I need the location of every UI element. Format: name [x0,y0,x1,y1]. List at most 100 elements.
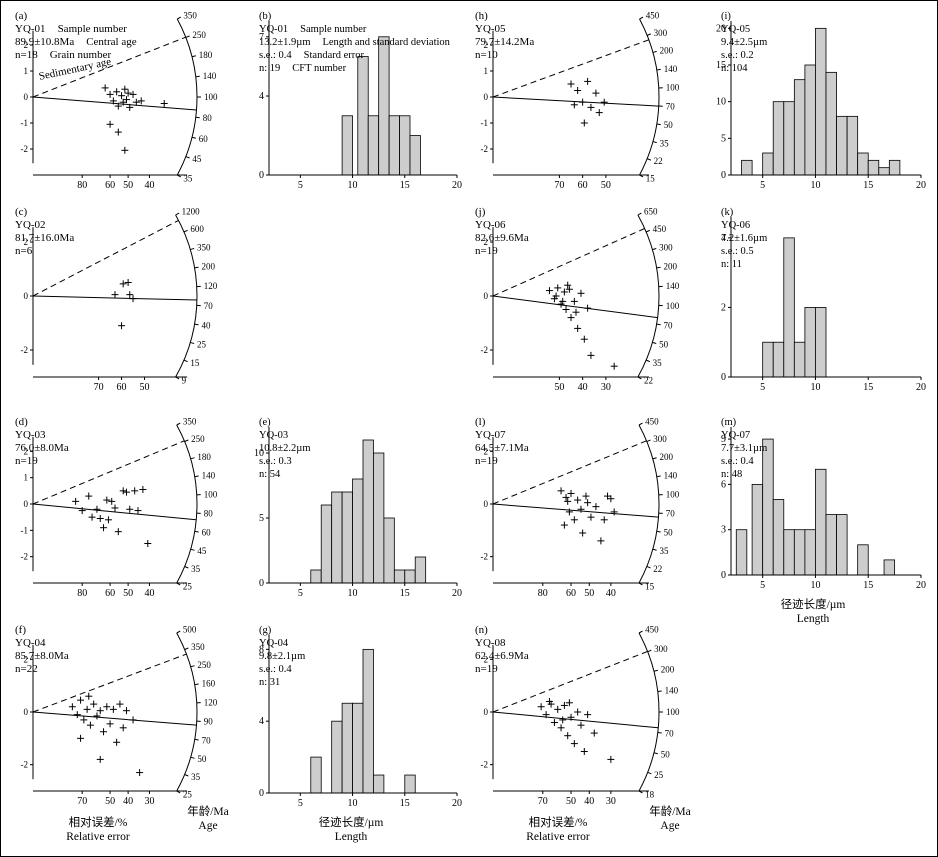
panel-letter: (c) [15,206,28,218]
tick-label: 40 [201,320,211,330]
x-axis-label: 相对误差/% Relative error [483,816,633,844]
cft-number: n: 19 [259,63,281,74]
histogram-bar [815,307,827,378]
tick-label: 35 [660,138,670,148]
tick-label: 40 [123,796,133,807]
tick-label: -2 [481,552,489,562]
data-point [570,297,578,305]
radial-plot-panel-f: (f) YQ-04 85.7±8.0Ma n=22 相对误差/% Relativ… [9,621,239,849]
tick-label: 200 [201,262,215,272]
tick-label: 10 [810,180,820,191]
tick-label: 80 [77,180,87,191]
tick-label: 100 [666,707,680,717]
data-point [129,295,137,303]
histogram-bar [815,27,827,176]
data-point [106,90,114,98]
tick-label: -2 [481,345,489,355]
data-point [565,699,573,707]
data-point [562,493,570,501]
data-point [96,707,104,715]
tick-label: 5 [760,382,765,393]
age-axis-label-en: Age [198,820,218,832]
histogram-bar [762,152,774,176]
central-age-line [492,96,659,107]
data-point [565,285,573,293]
data-point [592,89,600,97]
tick-label: 100 [204,92,218,102]
histogram-bar [388,115,400,176]
standard-error: s.e.: 0.2 [721,50,754,61]
data-point [111,504,119,512]
tick-label: 50 [140,382,150,393]
tick-label: 1 [24,473,29,483]
age-arc [176,18,198,176]
data-point [572,308,580,316]
x-axis-label-zh: 径迹长度/µm [780,599,846,611]
data-point [574,496,582,504]
tick-label: 50 [664,527,674,537]
tick-label: 10 [810,580,820,591]
tick-label: 70 [202,736,212,746]
histogram-bar [867,159,880,176]
panel-letter: (f) [15,624,26,636]
tick-label: 50 [664,120,674,130]
data-point [93,505,101,513]
tick-label: 35 [191,772,201,782]
histogram-bar [762,341,774,378]
tick-label: 50 [566,796,576,807]
grain-number: n=10 [475,49,498,61]
tick-label: 15 [863,382,873,393]
data-point [111,291,119,299]
data-point [567,489,575,497]
tick-label: 2 [484,40,489,50]
tick-label: 1 [484,66,489,76]
tick-label: -2 [481,144,489,154]
radial-plot-panel-j: (j) YQ-06 82.6±9.6Ma n=19 2 0 -2 50 40 30 650 4… [469,203,701,403]
tick-label: 450 [653,224,667,234]
tick-label: 450 [645,417,659,427]
tick-label: 80 [203,113,213,123]
x-axis-label-zh: 径迹长度/µm [318,817,384,829]
sample-id: YQ-01 [259,24,289,35]
central-age: 85.7±8.0Ma [15,650,69,662]
panel-header: (e) YQ-03 10.8±2.2µm s.e.: 0.3 n: 54 [259,416,310,481]
histogram-bar [310,756,322,794]
sample-id: YQ-02 [15,219,46,231]
standard-error: s.e.: 0.4 [259,50,292,61]
data-point [550,719,558,727]
data-point [122,488,130,496]
data-point [554,284,562,292]
tick-label: 140 [666,281,680,291]
data-point [600,98,608,106]
tick-label: -2 [21,345,29,355]
histogram-panel-m: (m) YQ-07 7.7±3.1µm s.e.: 0.4 n: 48 径迹长度… [703,413,931,631]
data-point [607,495,615,503]
mean-length: 10.8±2.2µm [259,443,311,454]
panel-header: (d) YQ-03 76.0±8.0Ma n=19 [15,416,69,468]
tick-label: 50 [123,180,133,191]
tick-label: 40 [578,382,588,393]
data-point [587,513,595,521]
age-arc [638,424,660,584]
tick-label: 100 [666,301,680,311]
sedimentary-age-line [492,39,650,98]
data-point [587,351,595,359]
tick-label: 7 [259,32,264,43]
data-point [592,503,600,511]
data-point [607,755,615,763]
age-arc [175,214,198,378]
tick-label: 10 [348,180,358,191]
tick-label: 160 [202,678,216,688]
data-point [132,98,140,106]
tick-label: 120 [204,697,218,707]
central-age-line [492,711,659,729]
tick-label: 40 [606,588,616,599]
tick-label: 20 [716,23,726,34]
x-axis-label-en: Length [334,831,368,843]
tick-label: 35 [659,546,669,556]
tick-label: 8 [259,644,264,655]
data-point [579,529,587,537]
tick-label: 50 [659,339,669,349]
data-point [80,716,88,724]
